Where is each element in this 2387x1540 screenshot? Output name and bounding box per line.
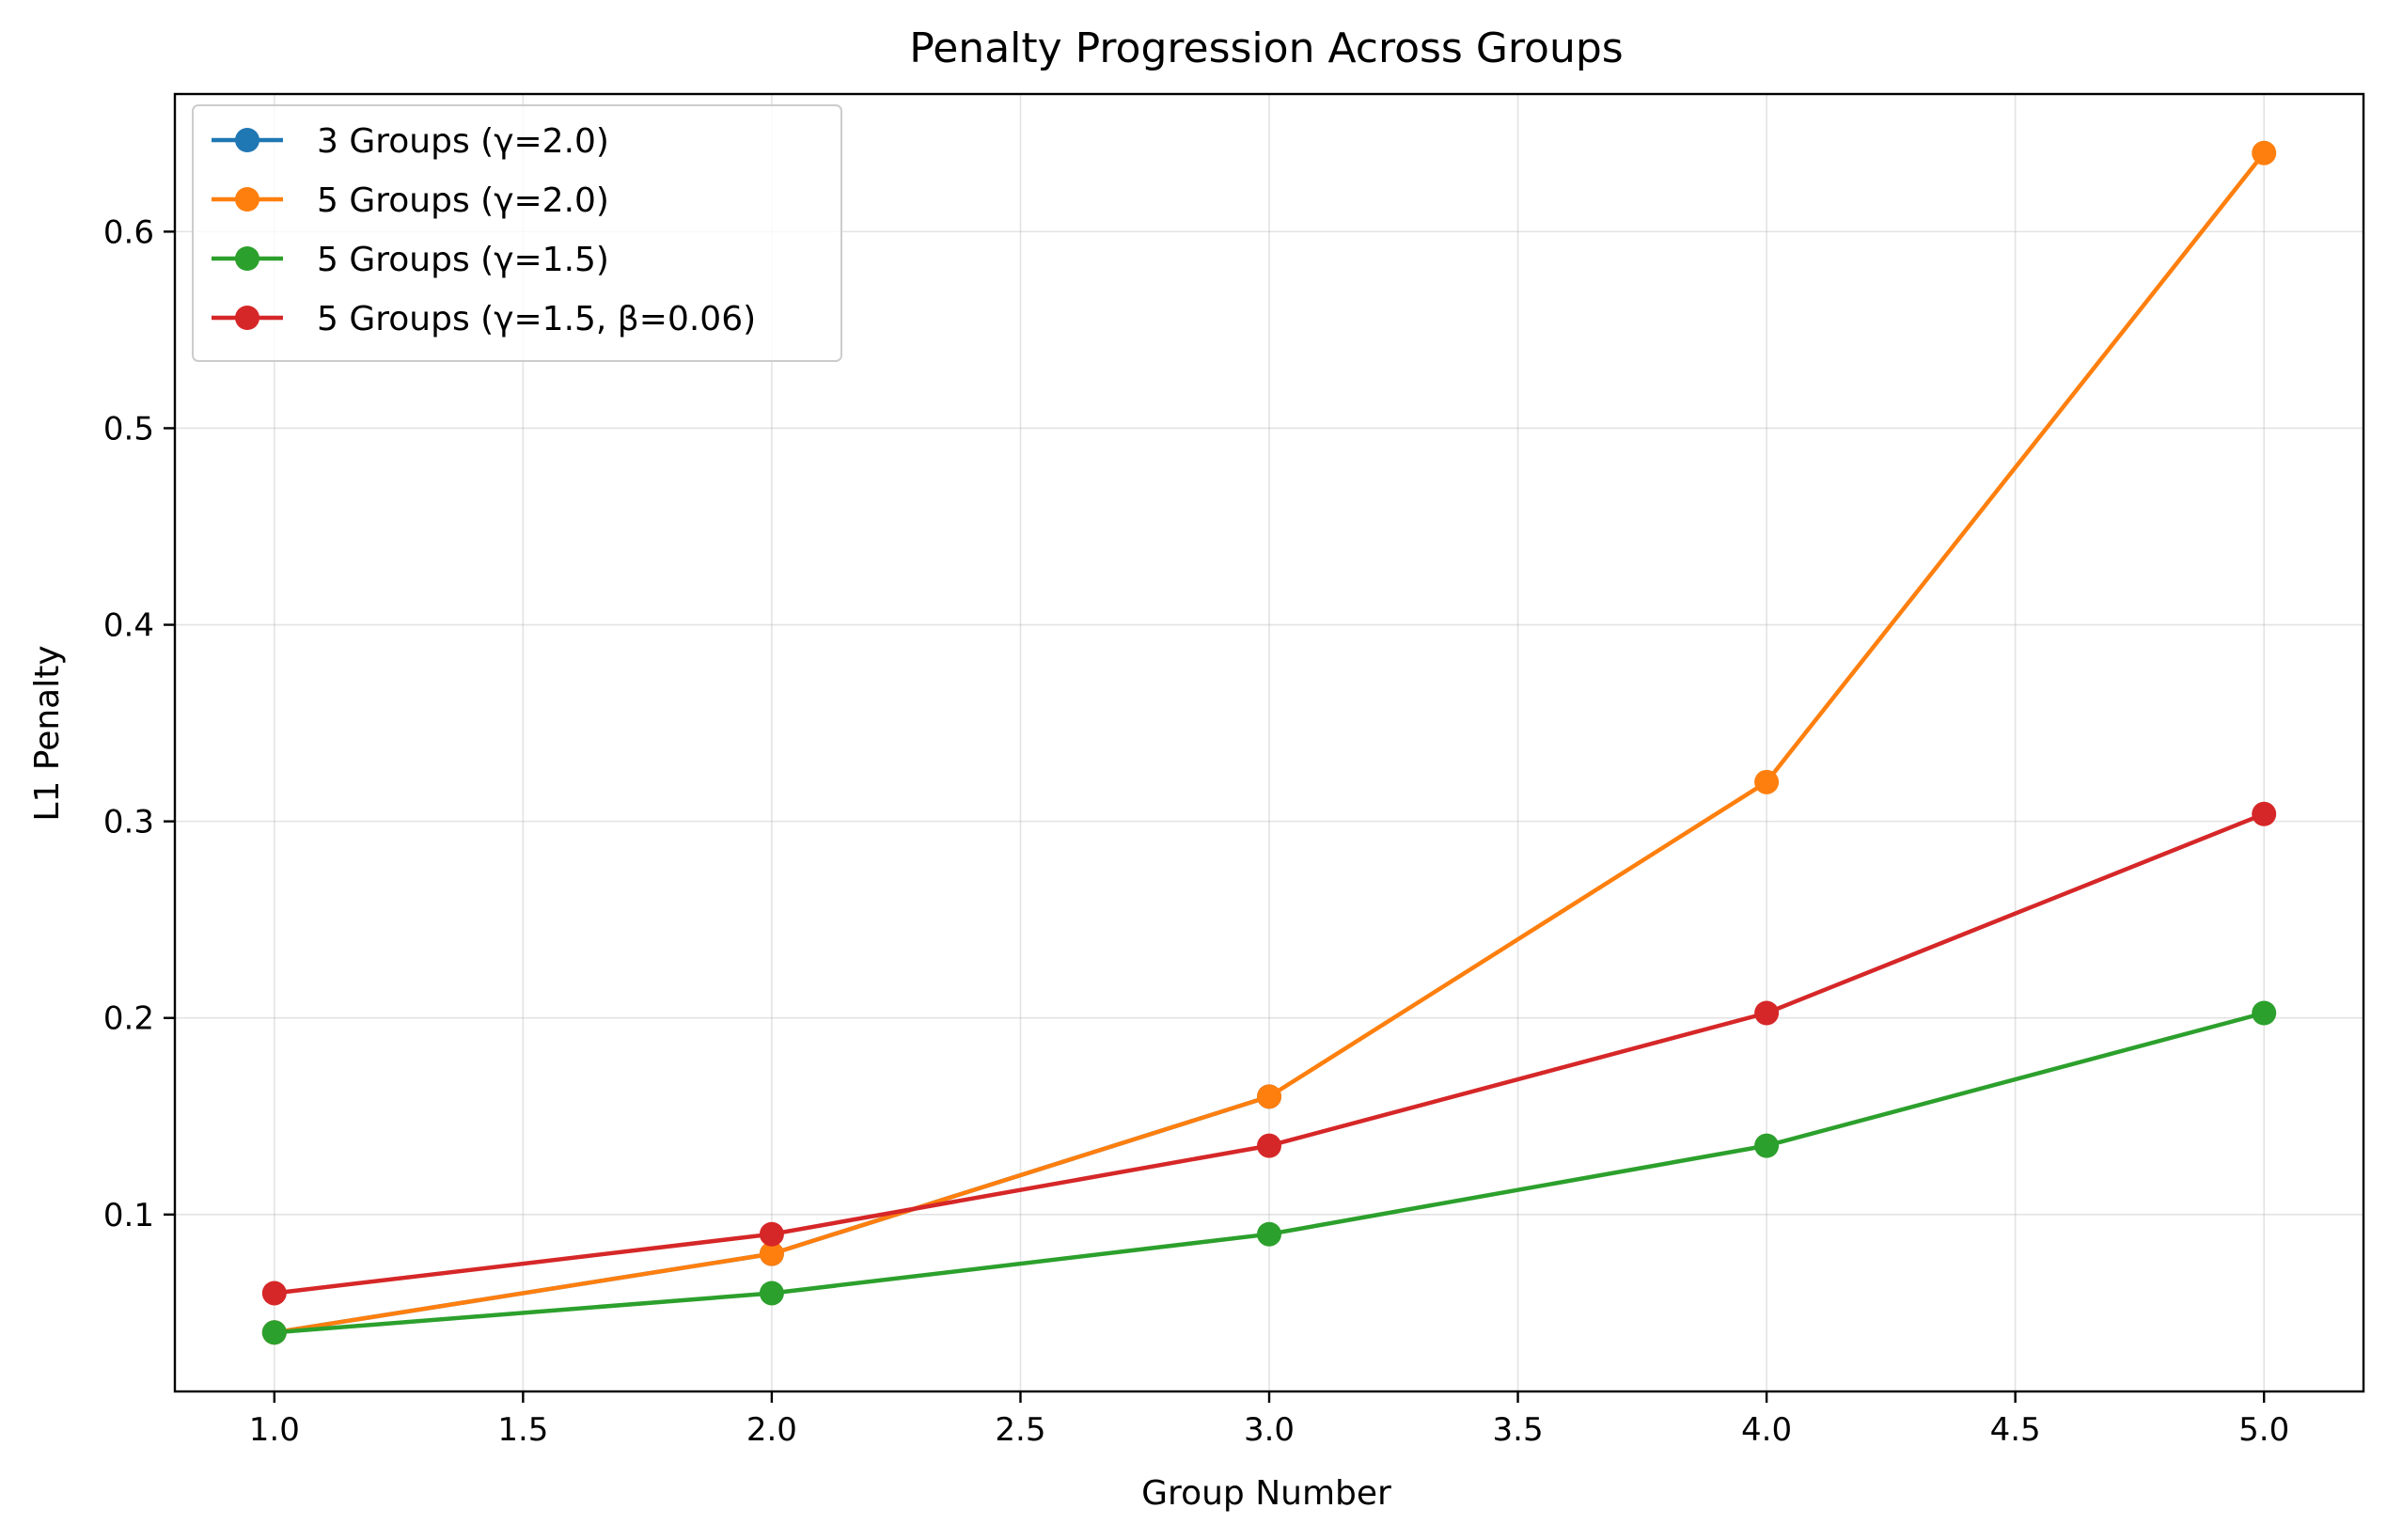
data-point	[1257, 1084, 1281, 1109]
legend-entry: 3 Groups (γ=2.0)	[212, 122, 609, 161]
legend-entry: 5 Groups (γ=1.5, β=0.06)	[212, 300, 756, 338]
x-tick-label: 3.5	[1493, 1411, 1544, 1449]
legend: 3 Groups (γ=2.0) 5 Groups (γ=2.0) 5 Groups…	[192, 104, 842, 362]
data-point	[1754, 1000, 1780, 1026]
data-point	[2252, 140, 2277, 165]
chart-title: Penalty Progression Across Groups	[909, 24, 1623, 72]
legend-marker	[235, 187, 259, 212]
x-tick-label: 1.5	[497, 1411, 548, 1449]
axis-ticks: 1.0 1.5 2.0 2.5 3.0 3.5 4.0 4.5 5.0 0.1 0.2 0.3 0.4 0…	[103, 213, 2289, 1449]
y-tick-label: 0.5	[103, 410, 154, 448]
x-tick-label: 1.0	[249, 1411, 300, 1449]
y-axis-label: L1 Penalty	[28, 645, 67, 821]
legend-marker	[235, 246, 259, 271]
legend-entry: 5 Groups (γ=1.5)	[212, 241, 609, 279]
y-tick-label: 0.1	[103, 1197, 154, 1234]
x-tick-label: 5.0	[2238, 1411, 2289, 1449]
x-tick-label: 4.0	[1741, 1411, 1792, 1449]
data-point	[2252, 1000, 2277, 1026]
data-point	[759, 1241, 784, 1266]
y-tick-label: 0.3	[103, 804, 154, 841]
data-point	[1257, 1133, 1281, 1158]
legend-entry: 5 Groups (γ=2.0)	[212, 181, 609, 220]
data-point	[261, 1281, 287, 1306]
x-tick-label: 3.0	[1244, 1411, 1295, 1449]
legend-marker	[235, 306, 259, 330]
x-axis-label: Group Number	[1141, 1474, 1391, 1513]
data-point	[261, 1320, 287, 1345]
series-3	[261, 1000, 2277, 1345]
data-point	[2252, 801, 2277, 826]
data-point	[1754, 769, 1780, 794]
legend-label: 5 Groups (γ=2.0)	[317, 181, 609, 220]
x-tick-label: 2.5	[995, 1411, 1045, 1449]
x-tick-label: 4.5	[1990, 1411, 2041, 1449]
legend-frame	[192, 104, 842, 362]
legend-label: 3 Groups (γ=2.0)	[317, 122, 609, 161]
data-point	[1754, 1133, 1780, 1158]
legend-label: 5 Groups (γ=1.5, β=0.06)	[317, 300, 756, 338]
y-tick-label: 0.6	[103, 213, 154, 251]
series-group	[261, 140, 2277, 1345]
y-tick-label: 0.2	[103, 1000, 154, 1038]
legend-marker	[235, 128, 259, 152]
y-tick-label: 0.4	[103, 607, 154, 645]
legend-label: 5 Groups (γ=1.5)	[317, 241, 609, 279]
data-point	[1257, 1221, 1281, 1247]
data-point	[759, 1281, 784, 1306]
data-point	[759, 1221, 784, 1247]
series-4	[261, 801, 2277, 1306]
x-tick-label: 2.0	[746, 1411, 797, 1449]
